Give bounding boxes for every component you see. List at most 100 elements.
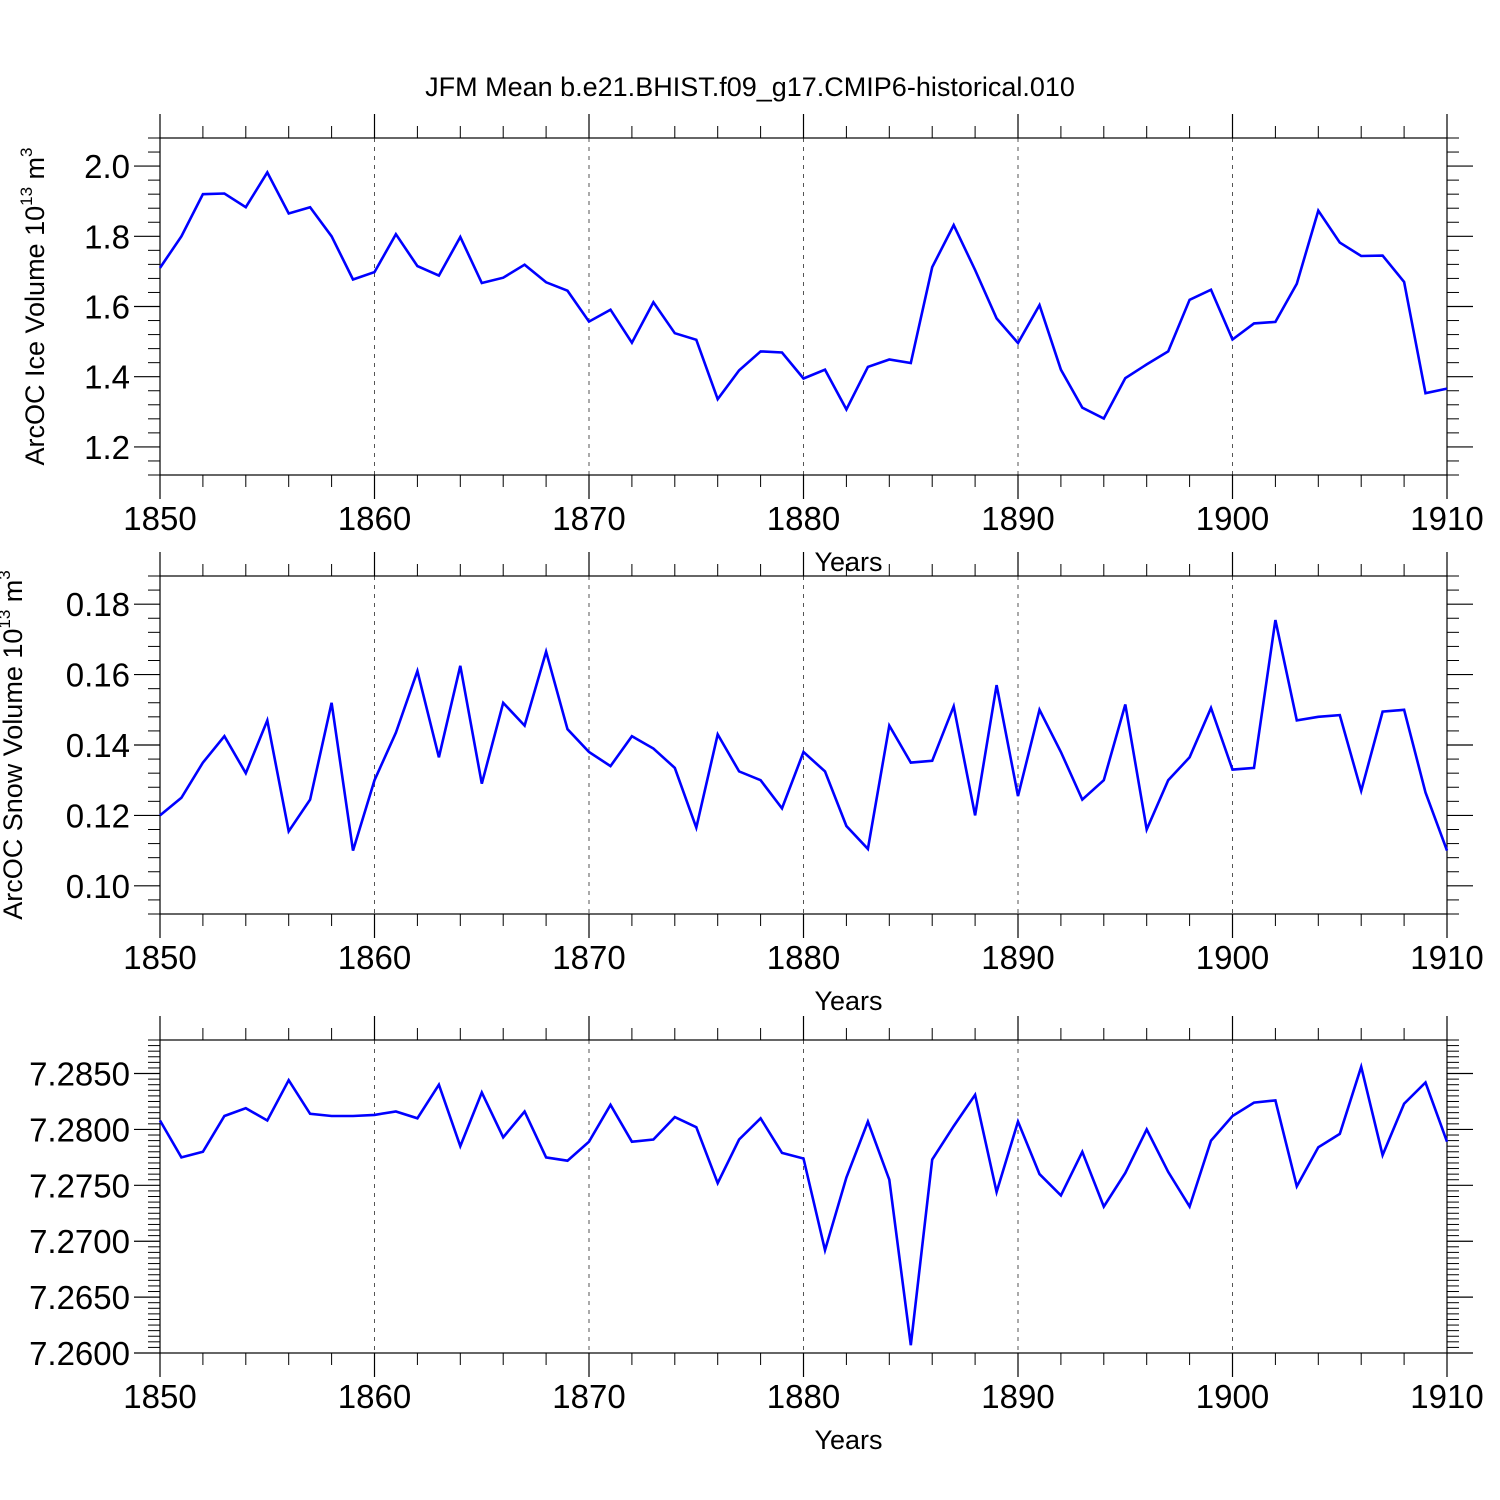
- panel-ice-point-1909: [1424, 392, 1426, 394]
- panel-snow-ytick-label-1: 0.12: [66, 797, 130, 834]
- panel-third-xtick-label-1880: 1880: [767, 1378, 840, 1415]
- panel-snow-ylabel-exp: 13: [0, 610, 14, 629]
- panel-third-point-1885: [910, 1344, 912, 1346]
- panel-ice-point-1907: [1381, 254, 1383, 256]
- panel-snow-point-1901: [1253, 767, 1255, 769]
- panel-snow-point-1872: [631, 735, 633, 737]
- panel-third-point-1875: [695, 1126, 697, 1128]
- panel-snow-point-1879: [781, 807, 783, 809]
- panel-ice-point-1883: [867, 366, 869, 368]
- panel-ice-ylabel-unit-exp: 3: [17, 147, 36, 156]
- panel-ice-ylabel-main: ArcOC Ice Volume 10: [20, 206, 50, 466]
- panel-third-point-1855: [266, 1119, 268, 1121]
- panel-third-point-1877: [738, 1138, 740, 1140]
- panel-snow-point-1890: [1017, 795, 1019, 797]
- panel-snow-xtick-label-1890: 1890: [981, 939, 1054, 976]
- panel-third-xtick-label-1890: 1890: [981, 1378, 1054, 1415]
- panel-third-xlabel: Years: [814, 1425, 882, 1455]
- panel-snow-point-1875: [695, 827, 697, 829]
- panel-third-xtick-label-1850: 1850: [123, 1378, 196, 1415]
- panel-ice-point-1856: [288, 212, 290, 214]
- panel-third-point-1891: [1038, 1173, 1040, 1175]
- panel-ice-xtick-label-1880: 1880: [767, 500, 840, 537]
- panel-third-point-1889: [995, 1191, 997, 1193]
- panel-snow-point-1894: [1103, 779, 1105, 781]
- panel-ice-point-1884: [888, 358, 890, 360]
- panel-ice-ytick-label-2: 1.6: [84, 289, 130, 326]
- panel-ice-point-1882: [845, 408, 847, 410]
- panel-ice-point-1857: [309, 206, 311, 208]
- panel-snow-ylabel: ArcOC Snow Volume 1013 m3: [0, 570, 28, 920]
- panel-third-point-1892: [1060, 1194, 1062, 1196]
- panel-snow-point-1865: [481, 783, 483, 785]
- panel-third-point-1900: [1231, 1115, 1233, 1117]
- panel-third-point-1894: [1103, 1205, 1105, 1207]
- panel-snow-point-1900: [1231, 768, 1233, 770]
- panel-snow-point-1898: [1188, 756, 1190, 758]
- panel-third-point-1874: [674, 1116, 676, 1118]
- panel-third-ytick-label-1: 7.2650: [29, 1279, 130, 1316]
- panel-snow-point-1909: [1424, 791, 1426, 793]
- panel-ice-point-1851: [180, 235, 182, 237]
- panel-ice-series-line: [158, 169, 1448, 421]
- panel-snow-ytick-label-2: 0.14: [66, 727, 130, 764]
- panel-snow-point-1910: [1446, 849, 1448, 851]
- panel-third-ytick-label-0: 7.2600: [29, 1335, 130, 1372]
- panel-third-series-line: [158, 1061, 1449, 1346]
- panel-snow-point-1907: [1381, 710, 1383, 712]
- panel-ice-point-1898: [1188, 299, 1190, 301]
- panel-third-point-1864: [459, 1145, 461, 1147]
- panel-snow-point-1868: [545, 650, 547, 652]
- panel-third-point-1890: [1017, 1120, 1019, 1122]
- panel-snow-point-1886: [931, 760, 933, 762]
- panel-third: 1850 1860 1870 1880 1890 1900 1910 7.2600 7.2650…: [29, 1016, 1484, 1455]
- panel-snow-point-1873: [652, 747, 654, 749]
- panel-snow: 1850 1860 1870 1880 1890 1900 1910 0.10 0.12 0.14…: [0, 552, 1484, 1016]
- panel-ice-point-1876: [717, 398, 719, 400]
- panel-snow-point-1876: [717, 733, 719, 735]
- panel-ice-point-1879: [781, 351, 783, 353]
- panel-third-ytick-label-2: 7.2700: [29, 1223, 130, 1260]
- panel-snow-point-1884: [888, 724, 890, 726]
- panel-ice-ytick-label-3: 1.8: [84, 218, 130, 255]
- panel-ice-xtick-label-1890: 1890: [981, 500, 1054, 537]
- panel-ice-point-1878: [759, 350, 761, 352]
- panel-third-point-1881: [824, 1249, 826, 1251]
- panel-snow-series-line: [159, 619, 1449, 852]
- panel-third-point-1861: [395, 1110, 397, 1112]
- panel-snow-xtick-label-1850: 1850: [123, 939, 196, 976]
- panel-ice-xtick-label-1860: 1860: [338, 500, 411, 537]
- panel-ice-point-1869: [566, 290, 568, 292]
- panel-third-point-1902: [1274, 1099, 1276, 1101]
- panel-ice-point-1908: [1403, 281, 1405, 283]
- panel-third-point-1882: [845, 1176, 847, 1178]
- panel-ice-point-1893: [1081, 406, 1083, 408]
- panel-ice-ytick-label-4: 2.0: [84, 148, 130, 185]
- panel-snow-point-1862: [416, 670, 418, 672]
- panel-snow-xtick-label-1900: 1900: [1196, 939, 1269, 976]
- panel-ice-point-1874: [674, 332, 676, 334]
- panel-ice-point-1904: [1317, 209, 1319, 211]
- panel-snow-ytick-label-3: 0.16: [66, 657, 130, 694]
- panel-ice-point-1892: [1060, 368, 1062, 370]
- panel-snow-point-1851: [180, 797, 182, 799]
- panel-third-point-1876: [717, 1182, 719, 1184]
- panel-third-xtick-label-1900: 1900: [1196, 1378, 1269, 1415]
- panel-third-point-1870: [588, 1141, 590, 1143]
- panel-third-point-1898: [1188, 1205, 1190, 1207]
- panel-third-point-1879: [781, 1152, 783, 1154]
- panel-ice-frame: [159, 137, 1448, 476]
- panel-third-point-1860: [373, 1114, 375, 1116]
- panel-snow-point-1887: [952, 705, 954, 707]
- panel-ice-point-1895: [1124, 377, 1126, 379]
- panel-ice-point-1854: [245, 206, 247, 208]
- panel-third-xtick-label-1870: 1870: [552, 1378, 625, 1415]
- panel-third-point-1853: [223, 1115, 225, 1117]
- panel-ice-xtick-label-1870: 1870: [552, 500, 625, 537]
- panel-ice-point-1891: [1038, 304, 1040, 306]
- panel-snow-ylabel-main: ArcOC Snow Volume 10: [0, 629, 28, 920]
- panel-ice-point-1855: [266, 171, 268, 173]
- panel-ice-point-1889: [995, 317, 997, 319]
- panel-ice-point-1902: [1274, 321, 1276, 323]
